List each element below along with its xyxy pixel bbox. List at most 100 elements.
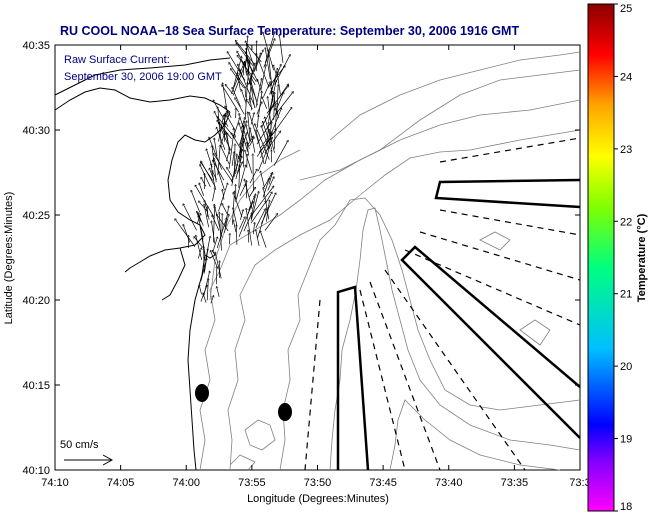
current-vector bbox=[248, 187, 256, 198]
current-vector bbox=[239, 184, 246, 197]
current-vector bbox=[237, 162, 243, 174]
current-vector bbox=[260, 231, 267, 248]
current-vector bbox=[232, 191, 234, 225]
current-vector bbox=[213, 100, 229, 127]
current-vector bbox=[255, 209, 266, 228]
current-vector bbox=[247, 201, 253, 214]
current-vector bbox=[214, 204, 223, 238]
current-vector bbox=[249, 169, 257, 184]
current-vector bbox=[214, 138, 218, 156]
current-vector bbox=[224, 206, 229, 227]
current-vector bbox=[264, 213, 279, 231]
current-vector bbox=[255, 124, 270, 160]
current-vector bbox=[235, 156, 242, 179]
current-vector bbox=[262, 178, 270, 198]
current-vector bbox=[233, 192, 243, 217]
current-vector bbox=[245, 61, 247, 76]
shipping-lanes bbox=[336, 178, 581, 471]
x-tick-label: 73:45 bbox=[369, 477, 397, 489]
current-vector bbox=[212, 237, 217, 252]
current-vector bbox=[218, 183, 228, 212]
current-vector bbox=[233, 117, 240, 136]
current-vector bbox=[270, 68, 278, 95]
current-vector bbox=[233, 128, 236, 138]
current-vector bbox=[253, 154, 254, 192]
current-vector bbox=[235, 98, 245, 115]
current-vector bbox=[216, 218, 226, 249]
current-vector bbox=[209, 168, 215, 180]
current-vector bbox=[218, 115, 224, 142]
colorbar-tick-label: 20 bbox=[620, 361, 632, 373]
current-vector bbox=[221, 85, 239, 113]
current-vector bbox=[216, 116, 235, 138]
current-vector bbox=[249, 112, 260, 144]
x-tick-label: 73:35 bbox=[501, 477, 529, 489]
current-vector bbox=[246, 208, 253, 246]
x-tick-label: 73:40 bbox=[435, 477, 463, 489]
current-vector bbox=[263, 38, 275, 68]
current-vector bbox=[277, 85, 278, 106]
current-vector bbox=[250, 81, 256, 109]
current-vector bbox=[255, 78, 262, 108]
current-vector bbox=[232, 87, 241, 107]
current-vector bbox=[252, 222, 254, 235]
current-vector bbox=[214, 111, 226, 135]
y-tick-label: 40:30 bbox=[22, 125, 50, 137]
current-vector bbox=[250, 191, 259, 221]
current-vector bbox=[248, 112, 251, 142]
current-vector bbox=[253, 53, 261, 72]
current-vector bbox=[264, 147, 269, 165]
current-vector bbox=[256, 130, 265, 165]
colorbar bbox=[587, 3, 615, 512]
colorbar-tick-label: 25 bbox=[620, 3, 632, 15]
lane-south bbox=[336, 285, 370, 471]
colorbar-tick-label: 21 bbox=[620, 289, 632, 301]
current-vector bbox=[227, 167, 234, 179]
current-vector bbox=[227, 115, 236, 131]
current-vector bbox=[238, 217, 245, 230]
current-vector bbox=[256, 229, 260, 246]
current-vector bbox=[222, 111, 227, 129]
plot-area bbox=[54, 44, 581, 471]
current-vector bbox=[212, 145, 217, 183]
current-vector bbox=[216, 127, 226, 151]
current-vector bbox=[238, 132, 247, 156]
current-vector bbox=[268, 98, 273, 122]
current-vector bbox=[236, 225, 237, 245]
current-vector bbox=[211, 221, 216, 244]
current-vector bbox=[230, 68, 244, 88]
current-vector bbox=[221, 146, 230, 165]
colorbar-tick-label: 22 bbox=[620, 216, 632, 228]
current-vector bbox=[198, 215, 204, 240]
colorbar-ticks: 25 24 23 22 21 20 19 18 bbox=[614, 3, 632, 513]
current-vector bbox=[260, 64, 266, 90]
colorbar-label: Temperature (°C) bbox=[636, 213, 648, 302]
current-vector bbox=[240, 69, 255, 107]
current-vector bbox=[210, 295, 214, 304]
y-tick-label: 40:20 bbox=[22, 295, 50, 307]
current-vector bbox=[245, 99, 253, 110]
x-tick-label: 74:00 bbox=[172, 477, 200, 489]
current-vector bbox=[246, 124, 251, 142]
current-vector bbox=[271, 84, 275, 108]
current-vector bbox=[241, 89, 247, 105]
current-vector bbox=[269, 64, 282, 95]
current-vector bbox=[228, 62, 246, 89]
current-vector bbox=[267, 177, 274, 191]
current-vector bbox=[212, 188, 215, 202]
marker-dot bbox=[195, 384, 209, 402]
current-vector bbox=[213, 160, 225, 181]
colorbar-tick-label: 18 bbox=[620, 501, 632, 513]
current-vector bbox=[174, 219, 196, 248]
colorbar-tick-label: 24 bbox=[620, 71, 632, 83]
colorbar-tick-label: 19 bbox=[620, 434, 632, 446]
current-vector bbox=[195, 185, 215, 218]
current-vector bbox=[250, 78, 258, 106]
current-vector bbox=[223, 83, 229, 116]
current-vector bbox=[233, 56, 242, 88]
current-vector bbox=[206, 278, 208, 301]
lane-southeast bbox=[400, 245, 581, 439]
current-vector bbox=[260, 193, 276, 224]
current-vector bbox=[222, 189, 225, 200]
current-vector bbox=[258, 91, 262, 118]
